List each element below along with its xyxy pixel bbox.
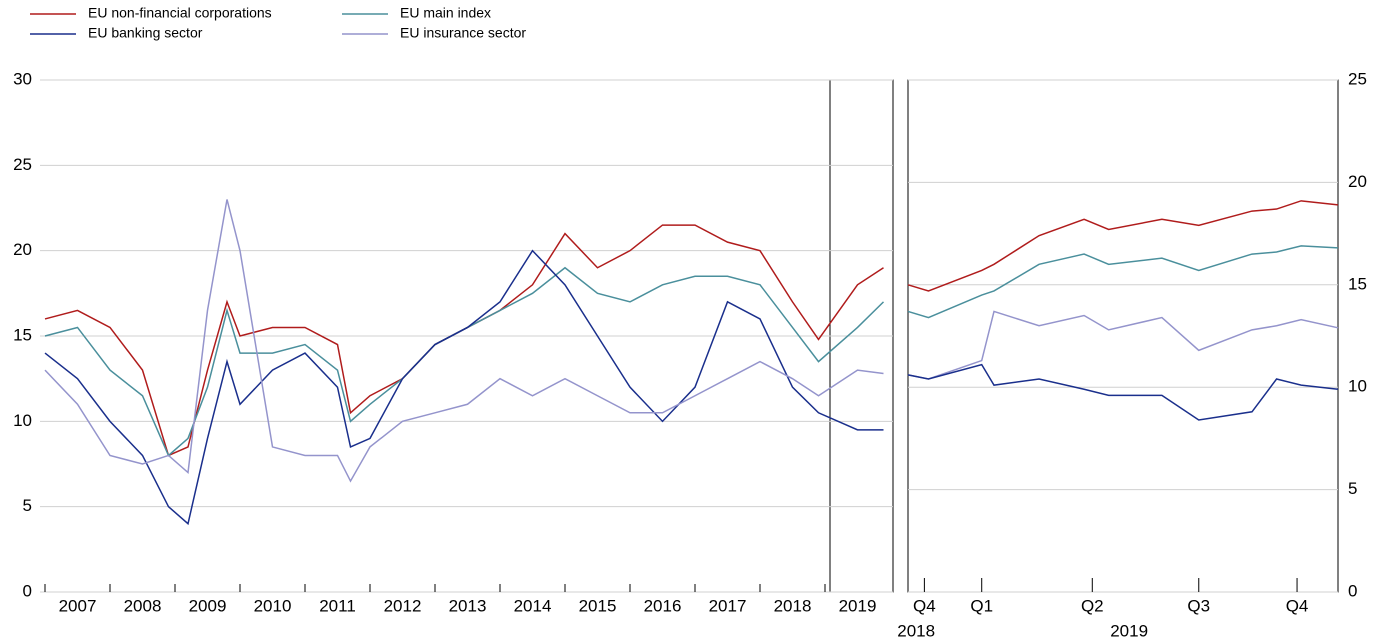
zoom-frame [907, 79, 1339, 593]
legend-label: EU non-financial corporations [88, 5, 272, 21]
y-tick-label: 10 [1348, 377, 1367, 396]
x-tick-label: 2013 [449, 596, 487, 615]
series-line [907, 310, 1339, 380]
x-tick-label: 2008 [124, 596, 162, 615]
x-year-label: 2018 [897, 621, 935, 640]
y-tick-label: 25 [13, 155, 32, 174]
series-line [44, 249, 884, 526]
x-tick-label: Q2 [1081, 596, 1104, 615]
y-tick-label: 15 [13, 325, 32, 344]
series-line [907, 200, 1339, 292]
y-tick-label: 30 [13, 69, 32, 88]
x-tick-label: 2014 [514, 596, 552, 615]
x-tick-label: 2018 [774, 596, 812, 615]
y-tick-label: 10 [13, 411, 32, 430]
x-tick-label: 2015 [579, 596, 617, 615]
series-line [44, 266, 885, 457]
y-tick-label: 20 [1348, 172, 1367, 191]
x-tick-label: Q1 [970, 596, 993, 615]
series-line [907, 363, 1339, 421]
x-tick-label: 2017 [709, 596, 747, 615]
y-tick-label: 5 [1348, 479, 1357, 498]
series-line [44, 199, 884, 483]
x-tick-label: Q4 [913, 596, 936, 615]
x-year-label: 2019 [1110, 621, 1148, 640]
x-tick-label: 2011 [319, 596, 356, 615]
x-tick-label: 2012 [384, 596, 422, 615]
y-tick-label: 5 [23, 496, 32, 515]
series-line [907, 245, 1339, 319]
x-tick-label: 2016 [644, 596, 682, 615]
legend-label: EU main index [400, 5, 491, 21]
x-tick-label: Q4 [1286, 596, 1309, 615]
x-tick-label: Q3 [1187, 596, 1210, 615]
y-tick-label: 0 [23, 581, 32, 600]
legend-label: EU insurance sector [400, 25, 526, 41]
x-tick-label: 2010 [254, 596, 292, 615]
x-tick-label: 2009 [189, 596, 227, 615]
x-tick-label: 2019 [839, 596, 877, 615]
x-tick-label: 2007 [59, 596, 97, 615]
y-tick-label: 25 [1348, 69, 1367, 88]
y-tick-label: 15 [1348, 274, 1367, 293]
y-tick-label: 20 [13, 240, 32, 259]
legend-label: EU banking sector [88, 25, 203, 41]
y-tick-label: 0 [1348, 581, 1357, 600]
